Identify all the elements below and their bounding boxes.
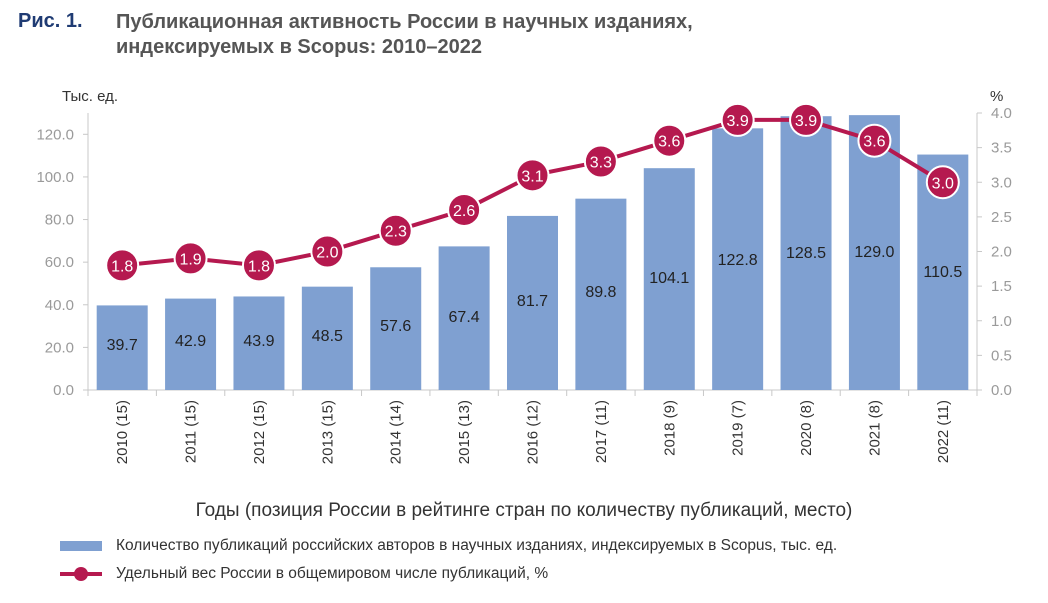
bar xyxy=(96,305,148,390)
bar-value-label: 81.7 xyxy=(517,293,548,310)
x-tick-label: 2013 (15) xyxy=(319,400,336,464)
right-tick-label: 3.5 xyxy=(991,140,1012,157)
bar-value-label: 48.5 xyxy=(312,328,343,345)
right-tick-label: 0.5 xyxy=(991,347,1012,364)
bar xyxy=(233,296,285,390)
share-point-label: 3.0 xyxy=(932,175,954,192)
share-point-label: 1.8 xyxy=(248,258,270,275)
bar xyxy=(438,246,490,390)
share-point-label: 3.9 xyxy=(795,113,817,130)
bar xyxy=(848,115,900,390)
bar xyxy=(370,267,422,390)
left-tick-label: 60.0 xyxy=(45,254,74,271)
bar xyxy=(507,215,558,390)
share-point xyxy=(789,102,824,137)
figure-title: Рис. 1. Публикационная активность России… xyxy=(18,10,693,60)
bar-value-label: 104.1 xyxy=(649,270,689,287)
share-point xyxy=(378,213,413,248)
legend-bar-swatch xyxy=(60,541,102,551)
share-point xyxy=(105,248,140,283)
legend-item-bars: Количество публикаций российских авторов… xyxy=(60,537,837,555)
share-point xyxy=(925,165,960,200)
x-tick-label: 2017 (11) xyxy=(593,400,610,463)
figure-heading-line-1: Публикационная активность России в научн… xyxy=(116,11,693,33)
share-point-label: 2.6 xyxy=(453,203,475,220)
bar-value-label: 128.5 xyxy=(786,245,826,262)
share-point xyxy=(241,248,276,283)
share-point-label: 2.3 xyxy=(385,224,407,241)
share-point xyxy=(515,158,550,193)
x-tick-label: 2010 (15) xyxy=(114,400,131,464)
bar xyxy=(301,286,353,390)
right-tick-label: 2.0 xyxy=(991,244,1012,261)
figure-heading: Публикационная активность России в научн… xyxy=(116,10,693,60)
bar xyxy=(780,116,832,390)
chart-canvas: 0.0 20.0 40.0 60.0 80.0 100.0 120.0 0.0 0.5 1.0 1.… xyxy=(36,102,1012,464)
share-point-label: 2.0 xyxy=(316,245,338,262)
bar-value-label: 122.8 xyxy=(718,252,758,269)
x-tick-label: 2019 (7) xyxy=(730,400,747,456)
share-point-label: 3.9 xyxy=(727,113,749,130)
right-tick-label: 3.0 xyxy=(991,174,1012,191)
right-tick-label: 1.0 xyxy=(991,313,1012,330)
bar-value-label: 42.9 xyxy=(175,333,206,350)
bar-value-label: 89.8 xyxy=(585,284,616,301)
x-tick-label: 2021 (8) xyxy=(866,400,883,456)
x-axis-title: Годы (позиция России в рейтинге стран по… xyxy=(195,500,853,521)
left-tick-label: 80.0 xyxy=(45,212,74,229)
right-tick-label: 2.5 xyxy=(991,209,1012,226)
bar-value-label: 110.5 xyxy=(923,264,962,281)
legend-line-swatch xyxy=(60,567,102,581)
left-tick-label: 20.0 xyxy=(45,339,74,356)
x-tick-label: 2020 (8) xyxy=(798,400,815,456)
x-tick-label: 2011 (15) xyxy=(183,400,200,463)
x-tick-label: 2016 (12) xyxy=(525,400,542,464)
share-point-label: 1.8 xyxy=(111,258,133,275)
bar xyxy=(165,298,217,390)
right-tick-label: 4.0 xyxy=(991,105,1012,122)
figure-number: Рис. 1. xyxy=(18,10,83,32)
left-tick-label: 0.0 xyxy=(53,382,74,399)
share-point-label: 3.3 xyxy=(590,154,612,171)
share-point xyxy=(720,102,755,137)
x-tick-label: 2014 (14) xyxy=(388,400,405,464)
left-axis-unit: Тыс. ед. xyxy=(62,88,119,105)
bar-value-label: 57.6 xyxy=(380,318,411,335)
right-tick-label: 0.0 xyxy=(991,382,1012,399)
share-point xyxy=(857,123,892,158)
legend-bar-label: Количество публикаций российских авторов… xyxy=(116,537,838,554)
bar xyxy=(712,128,764,390)
left-tick-label: 40.0 xyxy=(45,297,74,314)
share-point xyxy=(447,192,482,227)
bar xyxy=(575,198,627,390)
bar-value-label: 43.9 xyxy=(243,333,274,350)
figure-heading-line-2: индексируемых в Scopus: 2010–2022 xyxy=(116,36,482,58)
left-tick-label: 100.0 xyxy=(36,169,74,186)
share-point-label: 3.6 xyxy=(658,134,680,151)
share-point xyxy=(310,234,345,269)
bar-value-label: 39.7 xyxy=(107,337,138,354)
share-point-label: 3.6 xyxy=(863,134,885,151)
x-tick-label: 2018 (9) xyxy=(661,400,678,456)
x-tick-label: 2012 (15) xyxy=(251,400,268,464)
share-point xyxy=(173,241,208,276)
share-point-label: 1.9 xyxy=(179,251,201,268)
left-tick-label: 120.0 xyxy=(36,126,74,143)
x-tick-label: 2015 (13) xyxy=(456,400,473,464)
legend-line-label: Удельный вес России в общемировом числе … xyxy=(116,565,549,582)
bar-value-label: 67.4 xyxy=(449,309,480,326)
share-point-label: 3.1 xyxy=(521,168,543,185)
share-point xyxy=(652,123,687,158)
share-point xyxy=(583,144,618,179)
right-tick-label: 1.5 xyxy=(991,278,1012,295)
bar xyxy=(643,168,695,390)
legend-item-line: Удельный вес России в общемировом числе … xyxy=(60,565,548,583)
x-tick-label: 2022 (11) xyxy=(935,400,952,463)
bar-value-label: 129.0 xyxy=(854,244,894,261)
right-axis-unit: % xyxy=(990,88,1004,105)
